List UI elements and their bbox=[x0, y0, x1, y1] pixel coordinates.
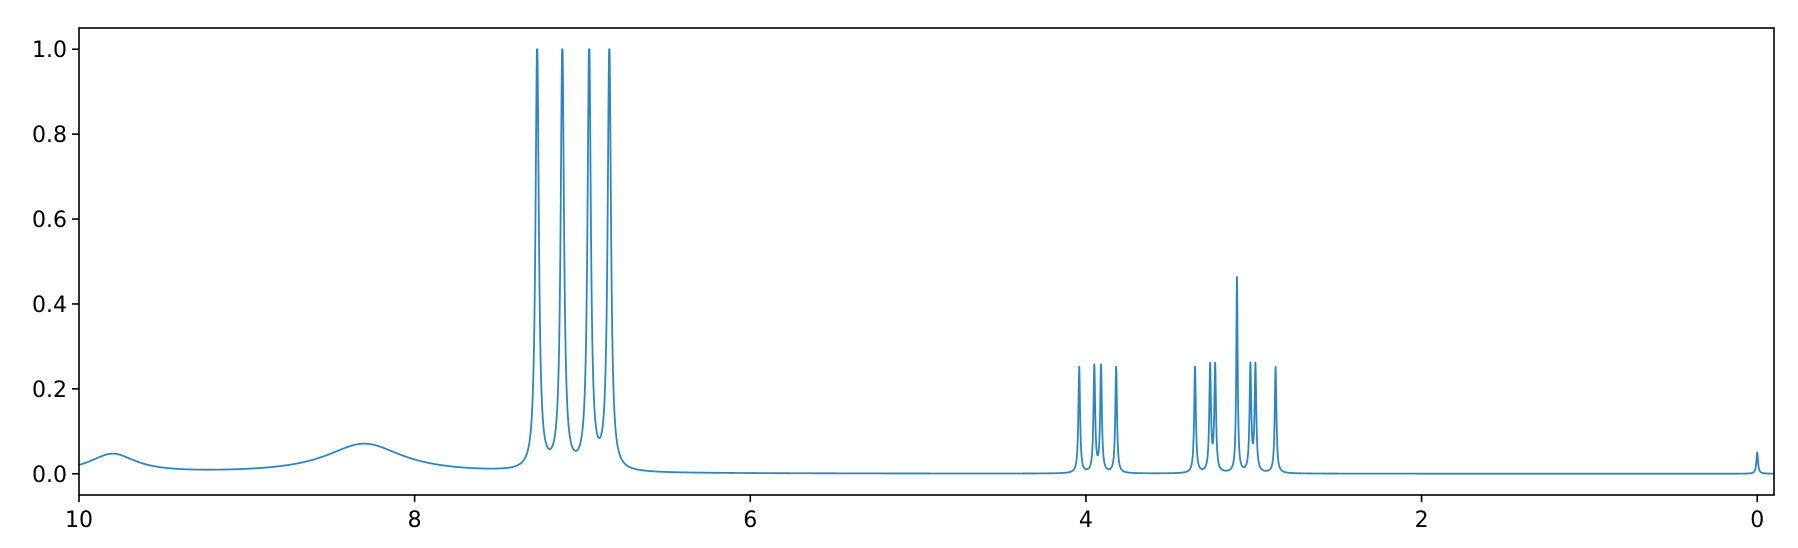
x-tick-label: 4 bbox=[1079, 508, 1093, 533]
x-tick-label: 0 bbox=[1750, 508, 1764, 533]
x-tick-label: 10 bbox=[65, 508, 93, 533]
spectrum-series-line bbox=[78, 48, 1775, 475]
y-axis: 0.0 0.2 0.4 0.6 0.8 1.0 bbox=[32, 38, 79, 488]
axes-frame bbox=[78, 27, 1775, 496]
x-tick-label: 2 bbox=[1415, 508, 1429, 533]
y-tick-label: 1.0 bbox=[32, 38, 67, 63]
x-axis: 10 8 6 4 2 0 bbox=[65, 495, 1764, 533]
y-tick-label: 0.2 bbox=[32, 378, 67, 403]
y-tick-label: 0.4 bbox=[32, 293, 67, 318]
x-tick-label: 6 bbox=[743, 508, 757, 533]
x-tick-label: 8 bbox=[408, 508, 422, 533]
y-tick-label: 0.6 bbox=[32, 208, 67, 233]
plot-area bbox=[78, 48, 1775, 475]
y-tick-label: 0.0 bbox=[32, 463, 67, 488]
y-tick-label: 0.8 bbox=[32, 123, 67, 148]
